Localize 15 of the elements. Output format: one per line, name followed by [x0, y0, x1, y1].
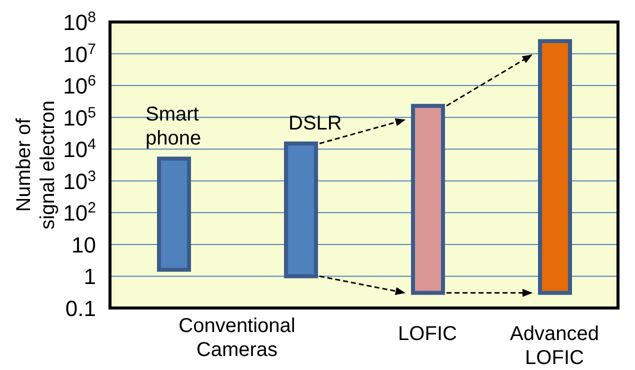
annotation: DSLR	[288, 112, 342, 135]
y-axis-title: Number of signal electron	[13, 100, 59, 230]
x-tick-label: Advanced LOFIC	[510, 323, 599, 369]
y-tick-label: 10$^{7}$	[63, 40, 96, 67]
y-tick-label: 1	[84, 264, 96, 290]
y-tick-label: 10$^{2}$	[63, 199, 96, 226]
y-tick-label: 10	[72, 232, 96, 258]
y-tick-label: 10$^{8}$	[63, 8, 96, 35]
y-tick-label: 10$^{5}$	[63, 104, 96, 130]
y-tick-label: 10$^{4}$	[63, 136, 96, 162]
y-tick-label: 10$^{3}$	[63, 167, 96, 194]
text: Conventional Cameras	[178, 315, 296, 361]
y-tick-label: 10$^{6}$	[63, 72, 96, 99]
x-tick-label: LOFIC	[398, 323, 457, 345]
y-tick-label: 0.1	[65, 296, 96, 321]
